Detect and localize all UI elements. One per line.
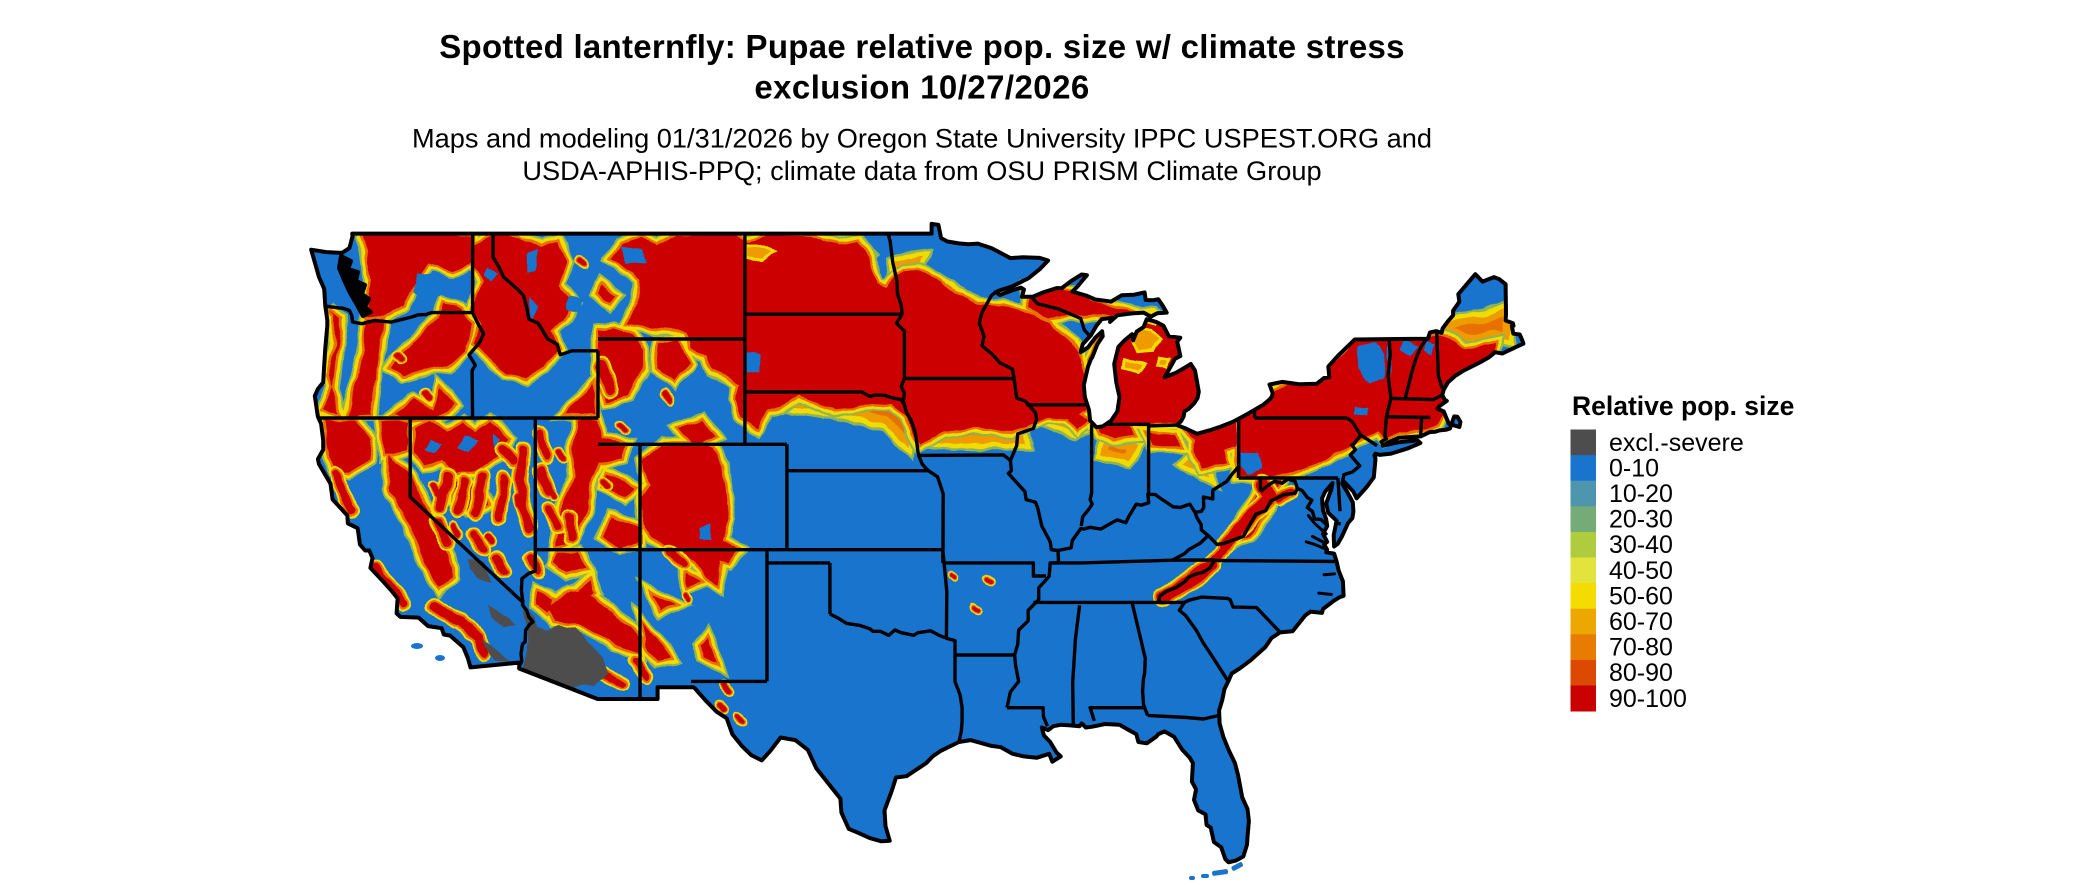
- svg-text:excl.-severe: excl.-severe: [1609, 429, 1744, 457]
- svg-text:Maps and modeling 01/31/2026 b: Maps and modeling 01/31/2026 by Oregon S…: [412, 123, 1432, 154]
- svg-text:40-50: 40-50: [1609, 557, 1673, 585]
- svg-text:20-30: 20-30: [1609, 506, 1673, 534]
- svg-text:30-40: 30-40: [1609, 531, 1673, 559]
- svg-text:USDA-APHIS-PPQ; climate data f: USDA-APHIS-PPQ; climate data from OSU PR…: [522, 155, 1321, 186]
- svg-text:60-70: 60-70: [1609, 608, 1673, 636]
- svg-text:exclusion 10/27/2026: exclusion 10/27/2026: [754, 69, 1089, 106]
- svg-text:70-80: 70-80: [1609, 634, 1673, 662]
- svg-text:50-60: 50-60: [1609, 582, 1673, 610]
- svg-text:Spotted lanternfly: Pupae rela: Spotted lanternfly: Pupae relative pop. …: [439, 28, 1404, 65]
- svg-text:Relative pop. size: Relative pop. size: [1572, 391, 1794, 421]
- svg-text:0-10: 0-10: [1609, 454, 1659, 482]
- svg-text:10-20: 10-20: [1609, 480, 1673, 508]
- svg-text:80-90: 80-90: [1609, 659, 1673, 687]
- svg-text:90-100: 90-100: [1609, 685, 1687, 713]
